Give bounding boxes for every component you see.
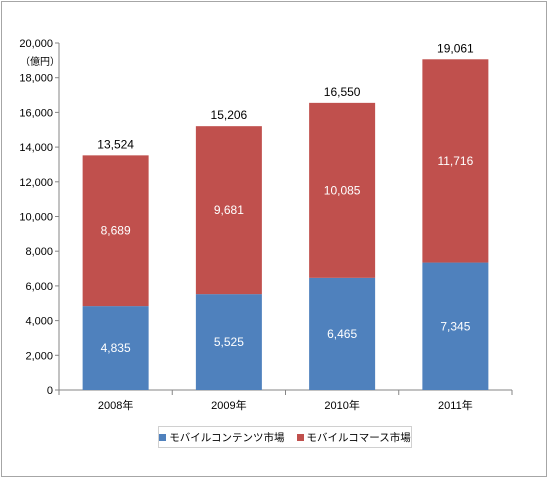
y-tick-label: 18,000 xyxy=(19,73,53,85)
y-tick-label: 2,000 xyxy=(25,350,53,362)
bar-total-label: 16,550 xyxy=(324,85,361,99)
bar-segment-mobile-content xyxy=(309,277,376,390)
x-category-label: 2008年 xyxy=(98,398,133,412)
y-tick-label: 10,000 xyxy=(19,212,53,224)
bar-segment-mobile-content xyxy=(422,262,489,390)
y-tick-label: 8,000 xyxy=(25,246,53,258)
bar-value-label: 11,716 xyxy=(437,154,473,168)
bar-segment-mobile-commerce xyxy=(195,126,262,295)
bar-value-label: 5,525 xyxy=(214,335,244,349)
y-tick-label: 4,000 xyxy=(25,316,53,328)
legend-item-mobile-commerce: モバイルコマース市場 xyxy=(296,430,411,445)
bar-segment-mobile-content xyxy=(82,306,149,390)
legend-label-mobile-commerce: モバイルコマース市場 xyxy=(306,431,411,444)
x-category-label: 2009年 xyxy=(211,398,246,412)
legend-item-mobile-content: モバイルコンテンツ市場 xyxy=(159,430,285,445)
bar-value-label: 8,689 xyxy=(101,224,131,238)
bar-value-label: 4,835 xyxy=(101,341,131,355)
legend-label-mobile-content: モバイルコンテンツ市場 xyxy=(169,431,285,444)
bar-value-label: 7,345 xyxy=(440,319,470,333)
legend-swatch-mobile-content xyxy=(159,433,167,441)
bar-segment-mobile-commerce xyxy=(422,59,489,263)
legend-swatch-mobile-commerce xyxy=(296,433,304,441)
y-tick-label: 6,000 xyxy=(25,281,53,293)
y-tick-label: 12,000 xyxy=(19,177,53,189)
bar-segment-mobile-commerce xyxy=(309,102,376,278)
bar-total-label: 19,061 xyxy=(437,41,474,55)
y-tick-label: 16,000 xyxy=(19,107,53,119)
y-axis-unit-label: （億円） xyxy=(20,57,60,68)
bar-segment-mobile-commerce xyxy=(82,155,149,307)
y-tick-label: 20,000 xyxy=(19,38,53,50)
bar-value-label: 6,465 xyxy=(327,327,357,341)
bar-total-label: 13,524 xyxy=(97,137,134,151)
bar-segment-mobile-content xyxy=(195,294,262,390)
x-category-label: 2010年 xyxy=(324,398,359,412)
x-category-label: 2011年 xyxy=(438,398,473,412)
bar-value-label: 10,085 xyxy=(324,183,361,197)
y-tick-label: 14,000 xyxy=(19,142,53,154)
legend: モバイルコンテンツ市場 モバイルコマース市場 xyxy=(158,426,412,448)
bar-total-label: 15,206 xyxy=(211,108,248,122)
y-tick-label: 0 xyxy=(47,385,53,397)
bar-value-label: 9,681 xyxy=(214,203,244,217)
